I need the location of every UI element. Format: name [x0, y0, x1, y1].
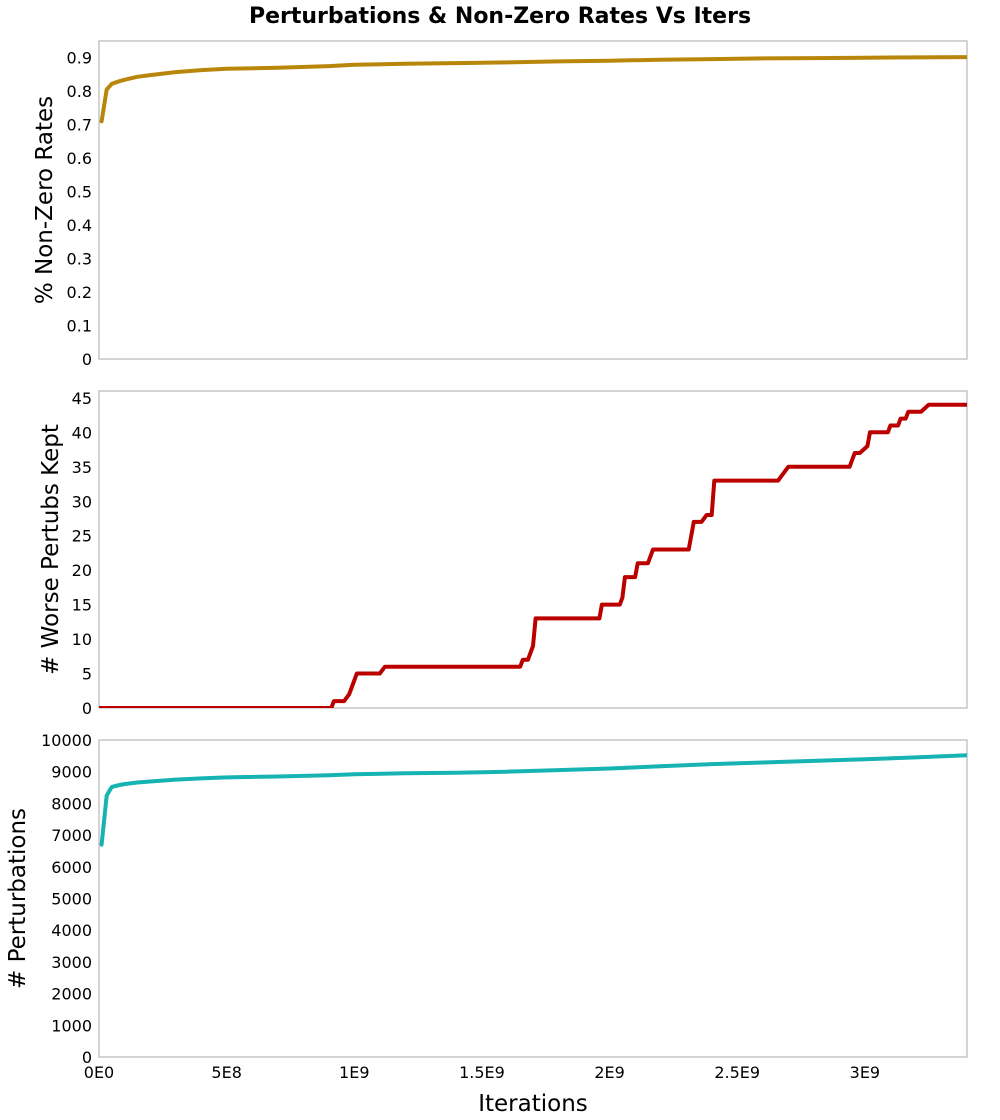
x-tick-label: 1.5E9	[459, 1063, 505, 1082]
y-tick-label: 6000	[51, 858, 92, 877]
y-tick-label: 15	[72, 596, 92, 615]
x-tick-label: 0E0	[84, 1063, 114, 1082]
y-tick-label: 1000	[51, 1016, 92, 1035]
series-line-non-zero-rates	[99, 55, 967, 124]
x-axis-label: Iterations	[478, 1091, 588, 1117]
y-tick-label: 0.4	[67, 216, 92, 235]
x-tick-label: 2E9	[594, 1063, 624, 1082]
series-line-perturbations	[99, 753, 967, 847]
y-tick-label: 45	[72, 389, 92, 408]
y-tick-label: 3000	[51, 953, 92, 972]
y-tick-label: 9000	[51, 763, 92, 782]
y-tick-label: 0	[82, 350, 92, 369]
x-tick-label: 1E9	[339, 1063, 369, 1082]
y-tick-label: 0.2	[67, 283, 92, 302]
y-tick-label: 25	[72, 527, 92, 546]
y-tick-label: 0.7	[67, 116, 92, 135]
x-tick-label: 3E9	[850, 1063, 880, 1082]
chart-title: Perturbations & Non-Zero Rates Vs Iters	[249, 4, 751, 29]
panel-perturbations: 0 1000 2000 3000 4000 5000 6000 7000 8000 9000 100…	[5, 731, 968, 1082]
series-line-worse-pertubs-kept	[99, 402, 967, 708]
plot-frame-non-zero-rates	[98, 40, 968, 360]
y-tick-label: 2000	[51, 985, 92, 1004]
y-tick-label: 5	[82, 665, 92, 684]
y-tick-label: 5000	[51, 890, 92, 909]
y-tick-label: 0	[82, 699, 92, 718]
y-tick-label: 10	[72, 630, 92, 649]
x-tick-label: 5E8	[211, 1063, 241, 1082]
y-tick-label: 0.9	[67, 49, 92, 68]
y-tick-label: 4000	[51, 921, 92, 940]
y-tick-label: 0	[82, 1048, 92, 1067]
y-tick-label: 0.5	[67, 183, 92, 202]
y-axis-label-worse-pertubs-kept: # Worse Pertubs Kept	[38, 424, 64, 675]
panel-worse-pertubs-kept: 0 5 10 15 20 25 30 35 40 45 # Worse Pertubs Kept	[38, 389, 968, 718]
y-tick-label: 35	[72, 458, 92, 477]
y-tick-label: 40	[72, 423, 92, 442]
y-axis-label-non-zero-rates: % Non-Zero Rates	[32, 96, 58, 304]
y-tick-label: 10000	[41, 731, 92, 750]
y-axis-label-perturbations: # Perturbations	[5, 808, 31, 989]
y-tick-label: 0.3	[67, 250, 92, 269]
y-tick-label: 7000	[51, 826, 92, 845]
x-tick-label: 2.5E9	[714, 1063, 760, 1082]
y-tick-label: 8000	[51, 794, 92, 813]
y-tick-label: 30	[72, 492, 92, 511]
plot-frame-perturbations	[98, 739, 968, 1058]
plot-frame-worse-pertubs-kept	[98, 390, 968, 709]
y-tick-label: 0.1	[67, 317, 92, 336]
y-tick-label: 0.6	[67, 149, 92, 168]
panel-non-zero-rates: 0 0.1 0.2 0.3 0.4 0.5 0.6 0.7 0.8 0.9 % Non-Zero R…	[32, 40, 968, 369]
panels-root: 0 0.1 0.2 0.3 0.4 0.5 0.6 0.7 0.8 0.9 % Non-Zero R…	[5, 40, 968, 1082]
y-tick-label: 0.8	[67, 82, 92, 101]
y-tick-label: 20	[72, 561, 92, 580]
